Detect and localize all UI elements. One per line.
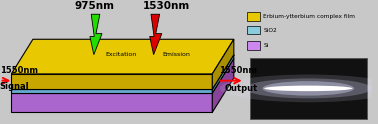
Polygon shape	[11, 89, 212, 93]
Text: 975nm: 975nm	[75, 1, 115, 11]
Text: Output: Output	[225, 84, 258, 93]
Text: Erbium-ytterbium complex film: Erbium-ytterbium complex film	[263, 14, 355, 19]
Text: 1550nm: 1550nm	[0, 66, 37, 75]
Polygon shape	[212, 39, 234, 89]
Ellipse shape	[245, 78, 372, 98]
Text: Signal: Signal	[0, 82, 29, 91]
Bar	[246, 41, 260, 50]
Polygon shape	[11, 93, 212, 112]
Polygon shape	[11, 55, 234, 89]
Polygon shape	[150, 14, 162, 55]
Polygon shape	[11, 59, 234, 93]
Ellipse shape	[264, 86, 352, 91]
Text: 1530nm: 1530nm	[143, 1, 190, 11]
Polygon shape	[212, 55, 234, 93]
Text: SiO2: SiO2	[263, 28, 277, 33]
Ellipse shape	[220, 75, 378, 102]
Polygon shape	[11, 74, 212, 89]
Ellipse shape	[262, 81, 354, 96]
Text: Emission: Emission	[162, 52, 190, 57]
Polygon shape	[90, 14, 102, 55]
Polygon shape	[11, 39, 234, 74]
Text: Excitation: Excitation	[105, 52, 137, 57]
Bar	[246, 12, 260, 21]
Bar	[249, 58, 367, 119]
Polygon shape	[212, 59, 234, 112]
Text: Si: Si	[263, 43, 269, 48]
Text: 1550nm: 1550nm	[219, 66, 257, 75]
Bar	[246, 26, 260, 34]
